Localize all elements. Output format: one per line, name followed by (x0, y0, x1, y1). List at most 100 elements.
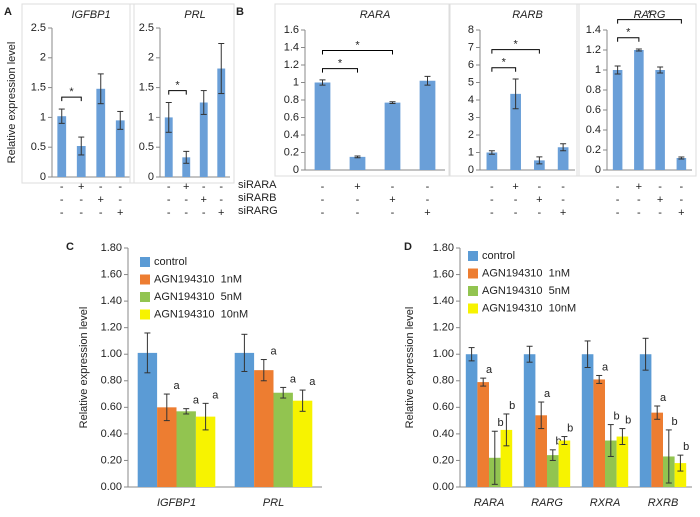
chart-title: RARG (634, 9, 666, 21)
chart-title: RARA (360, 9, 391, 21)
legend-label: AGN194310 5nM (154, 291, 242, 303)
bar (137, 352, 158, 487)
bar (465, 354, 478, 487)
legend-label: AGN194310 10nM (154, 308, 248, 320)
significance-bracket (617, 19, 682, 24)
bar (547, 455, 559, 487)
y-tick-label: 0.00 (433, 481, 454, 493)
bar (534, 160, 545, 170)
condition-label: siRARG (238, 205, 278, 217)
legend-label: AGN194310 5nM (482, 285, 570, 297)
y-tick-label: 1.00 (101, 348, 122, 360)
chart-title: IGFBP1 (71, 9, 110, 21)
significance-letter: a (270, 345, 277, 357)
y-tick-label: 0.8 (284, 94, 299, 106)
legend-label: AGN194310 1nM (482, 267, 570, 279)
bar (195, 416, 216, 487)
y-tick-label: 1.5 (139, 82, 154, 94)
condition-sign: + (636, 181, 642, 193)
significance-letter: b (672, 416, 678, 428)
condition-sign: + (389, 194, 395, 206)
y-tick-label: 0 (40, 171, 46, 183)
chart-frame (129, 3, 235, 184)
bar (182, 157, 191, 177)
condition-sign: + (536, 194, 542, 206)
legend-swatch (468, 268, 478, 279)
condition-sign: - (167, 207, 171, 219)
condition-sign: - (514, 194, 518, 206)
chart-frame (449, 3, 580, 177)
condition-sign: + (117, 207, 123, 219)
bar (273, 392, 293, 487)
y-tick-label: 0.5 (31, 141, 46, 153)
chart-frame (21, 3, 135, 184)
condition-sign: + (657, 194, 663, 206)
y-axis-label: Relative expression level (6, 42, 18, 164)
significance-star: * (626, 27, 631, 39)
y-tick-label: 0.20 (101, 454, 122, 466)
significance-letter: b (625, 414, 631, 426)
legend-label: control (154, 256, 187, 268)
y-tick-label: 0.2 (284, 146, 299, 158)
y-tick-label: 2.5 (31, 22, 46, 34)
y-tick-label: 1.2 (586, 44, 601, 56)
bar (581, 354, 594, 487)
bar (419, 80, 436, 170)
condition-sign: - (167, 194, 171, 206)
legend-swatch (468, 251, 478, 261)
legend-swatch (140, 274, 150, 285)
significance-bracket (61, 96, 82, 102)
bar (486, 152, 498, 170)
y-tick-label: 6 (468, 59, 474, 71)
y-tick-label: 1.40 (433, 295, 454, 307)
y-tick-label: 0.2 (586, 144, 601, 156)
significance-bracket (491, 67, 517, 72)
significance-letter: a (486, 364, 493, 376)
legend-swatch (468, 286, 478, 296)
y-tick-label: 0.40 (101, 428, 122, 440)
chart-title: RARB (512, 9, 543, 21)
significance-bracket (617, 37, 640, 42)
y-tick-label: 0.4 (586, 124, 601, 136)
condition-sign: - (616, 207, 620, 219)
y-tick-label: 1.40 (101, 295, 122, 307)
bar (234, 352, 255, 487)
condition-sign: - (680, 194, 684, 206)
bar (612, 70, 623, 170)
condition-sign: - (538, 181, 542, 193)
y-tick-label: 1.4 (284, 41, 299, 53)
panel-label: D (404, 241, 412, 253)
bar (651, 412, 663, 487)
condition-sign: + (201, 194, 207, 206)
y-tick-label: 1.00 (433, 348, 454, 360)
y-tick-label: 0.80 (101, 375, 122, 387)
condition-sign: - (514, 207, 518, 219)
y-tick-label: 1.2 (284, 59, 299, 71)
significance-star: * (355, 39, 360, 51)
condition-sign: - (616, 181, 620, 193)
panel-label: C (66, 241, 74, 253)
bar (655, 70, 665, 170)
condition-sign: - (60, 194, 64, 206)
x-tick-label: PRL (263, 497, 284, 509)
panel-label: B (236, 6, 244, 18)
y-tick-label: 2 (468, 129, 474, 141)
condition-sign: - (167, 181, 171, 193)
significance-letter: a (212, 389, 219, 401)
condition-sign: - (561, 181, 565, 193)
x-tick-label: RXRB (648, 497, 679, 509)
panel-label: A (4, 6, 12, 18)
condition-sign: - (79, 207, 83, 219)
condition-sign: - (658, 181, 662, 193)
significance-star: * (338, 58, 343, 70)
significance-bracket (168, 90, 187, 95)
significance-letter: b (498, 417, 504, 429)
condition-sign: - (184, 194, 188, 206)
bar (558, 440, 571, 487)
legend-label: AGN194310 1nM (154, 273, 242, 285)
significance-star: * (647, 9, 652, 21)
condition-sign: - (426, 181, 430, 193)
condition-sign: - (637, 207, 641, 219)
y-tick-label: 0.4 (284, 129, 299, 141)
y-tick-label: 1 (148, 111, 154, 123)
